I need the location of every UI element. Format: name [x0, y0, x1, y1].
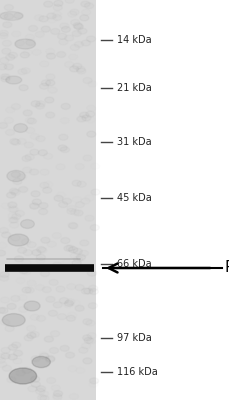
Text: 45 kDa: 45 kDa — [117, 193, 152, 203]
Ellipse shape — [54, 195, 63, 201]
Ellipse shape — [9, 368, 37, 384]
Ellipse shape — [32, 199, 41, 205]
Ellipse shape — [19, 85, 28, 91]
Bar — [96, 0, 229, 400]
Ellipse shape — [74, 24, 83, 30]
Ellipse shape — [73, 22, 82, 28]
Ellipse shape — [57, 52, 66, 58]
Ellipse shape — [20, 52, 30, 58]
Ellipse shape — [8, 234, 29, 246]
Ellipse shape — [46, 80, 55, 86]
Ellipse shape — [38, 150, 47, 156]
Ellipse shape — [30, 203, 39, 209]
Ellipse shape — [82, 115, 91, 121]
Ellipse shape — [87, 131, 96, 137]
Text: 14 kDa: 14 kDa — [117, 35, 151, 45]
Ellipse shape — [70, 66, 79, 72]
Text: 116 kDa: 116 kDa — [117, 367, 158, 377]
Text: 66 kDa: 66 kDa — [117, 259, 151, 269]
Ellipse shape — [46, 112, 55, 118]
Ellipse shape — [11, 172, 20, 178]
Ellipse shape — [21, 220, 34, 228]
Ellipse shape — [44, 336, 54, 342]
Ellipse shape — [8, 202, 17, 208]
Ellipse shape — [65, 352, 75, 358]
Ellipse shape — [0, 308, 8, 314]
Ellipse shape — [40, 353, 49, 359]
Ellipse shape — [90, 378, 99, 384]
Ellipse shape — [41, 237, 50, 243]
Ellipse shape — [1, 353, 10, 359]
Ellipse shape — [72, 260, 81, 266]
Ellipse shape — [61, 26, 71, 32]
Ellipse shape — [32, 250, 41, 256]
Ellipse shape — [19, 186, 28, 192]
Ellipse shape — [7, 303, 16, 309]
Ellipse shape — [39, 203, 48, 209]
Ellipse shape — [46, 53, 56, 59]
Ellipse shape — [8, 344, 18, 350]
Ellipse shape — [54, 0, 63, 6]
Ellipse shape — [2, 314, 25, 326]
Ellipse shape — [60, 345, 69, 351]
Text: 21 kDa: 21 kDa — [117, 83, 152, 93]
Ellipse shape — [46, 356, 55, 362]
Ellipse shape — [4, 64, 14, 70]
Text: POT1: POT1 — [224, 260, 229, 276]
Ellipse shape — [31, 101, 40, 107]
Ellipse shape — [44, 1, 53, 7]
Ellipse shape — [0, 12, 23, 20]
Ellipse shape — [77, 116, 86, 122]
Ellipse shape — [15, 39, 35, 49]
Ellipse shape — [75, 305, 84, 311]
Text: 97 kDa: 97 kDa — [117, 333, 152, 343]
Ellipse shape — [14, 13, 23, 19]
Ellipse shape — [83, 358, 92, 364]
Ellipse shape — [24, 301, 40, 311]
Ellipse shape — [19, 268, 28, 274]
Ellipse shape — [7, 192, 16, 198]
Ellipse shape — [69, 247, 78, 253]
Ellipse shape — [64, 300, 74, 306]
Text: 31 kDa: 31 kDa — [117, 137, 151, 147]
Ellipse shape — [8, 354, 17, 360]
Ellipse shape — [58, 145, 67, 151]
Ellipse shape — [53, 391, 63, 397]
Ellipse shape — [45, 97, 54, 103]
Ellipse shape — [6, 76, 22, 84]
Ellipse shape — [27, 332, 36, 338]
Ellipse shape — [76, 254, 85, 260]
Ellipse shape — [36, 386, 46, 392]
Bar — [0, 0, 96, 400]
Ellipse shape — [80, 15, 89, 21]
Ellipse shape — [31, 191, 40, 197]
Ellipse shape — [31, 376, 40, 382]
Ellipse shape — [61, 103, 70, 109]
Ellipse shape — [41, 26, 50, 32]
Ellipse shape — [7, 170, 25, 182]
Ellipse shape — [83, 335, 92, 341]
Ellipse shape — [14, 350, 23, 356]
Ellipse shape — [32, 356, 50, 368]
Ellipse shape — [14, 124, 27, 132]
